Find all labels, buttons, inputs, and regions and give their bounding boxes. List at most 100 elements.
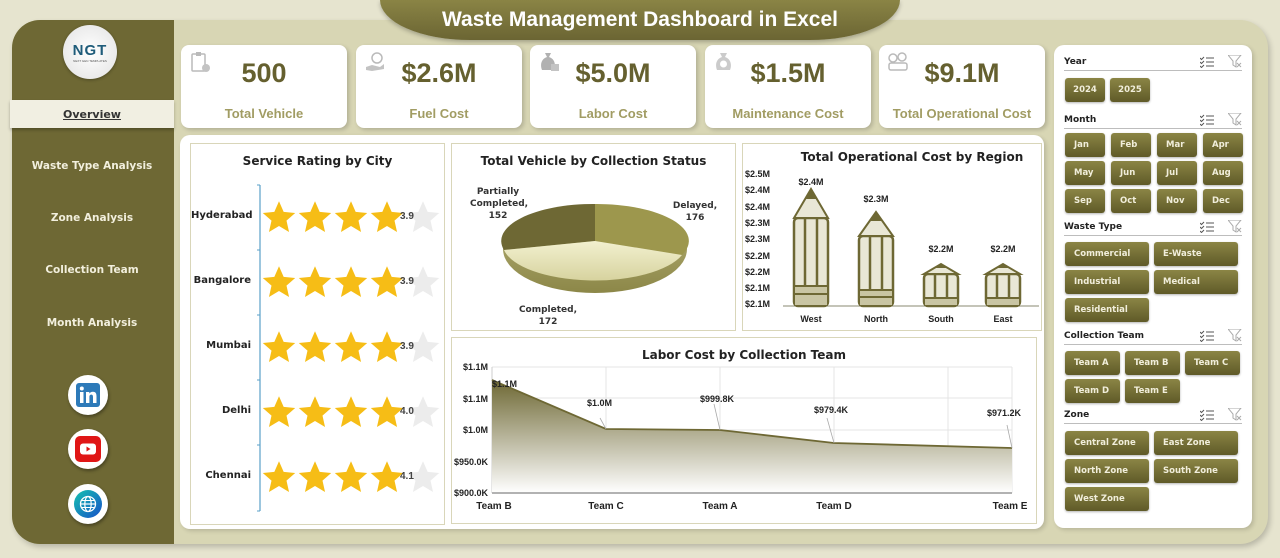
slicer-month-option[interactable]: Jun — [1111, 161, 1151, 185]
slicer-team-option[interactable]: Team B — [1125, 351, 1180, 375]
kpi-label: Total Vehicle — [224, 106, 304, 121]
slicer-year-option[interactable]: 2025 — [1110, 78, 1150, 102]
sidebar-item-collection-team[interactable]: Collection Team — [45, 264, 139, 276]
slicer-month-header: Month — [1064, 111, 1242, 129]
hand-money-icon — [366, 52, 384, 71]
area-value-label: $1.1M — [492, 379, 518, 389]
rating-value: 4.0 — [400, 406, 414, 417]
bar-value-label: $2.2M — [990, 244, 1016, 254]
x-tick-label: Team B — [476, 501, 512, 512]
y-tick-label: $2.4M — [745, 201, 771, 212]
sidebar-item-zone-analysis[interactable]: Zone Analysis — [50, 212, 134, 224]
clear-filter-icon[interactable] — [1228, 220, 1242, 233]
slicer-zone-option[interactable]: South Zone — [1154, 459, 1238, 483]
slicer-month-option[interactable]: Sep — [1065, 189, 1105, 213]
x-tick-label: Team C — [588, 501, 624, 512]
slicer-year-option[interactable]: 2024 — [1065, 78, 1105, 102]
city-label: Delhi — [221, 405, 251, 416]
chart-title: Total Operational Cost by Region — [800, 150, 1024, 164]
sidebar-item-waste-type-analysis[interactable]: Waste Type Analysis — [31, 160, 153, 172]
slicer-title: Year — [1064, 56, 1087, 67]
sidebar-item-month-analysis[interactable]: Month Analysis — [46, 317, 138, 329]
city-label: Mumbai — [206, 340, 251, 351]
money-bag-icon — [541, 53, 559, 71]
logo-text: NGT — [72, 41, 108, 59]
slicer-month-option[interactable]: Jan — [1065, 133, 1105, 157]
slicer-month-option[interactable]: Aug — [1203, 161, 1243, 185]
kpi-label: Fuel Cost — [409, 106, 469, 121]
x-tick-label: North — [864, 314, 888, 324]
sidebar-item-overview[interactable]: Overview — [10, 100, 174, 128]
y-tick-label: $2.2M — [745, 250, 771, 261]
star-icons — [261, 264, 441, 300]
kpi-value: $9.1M — [924, 58, 1000, 88]
slicer-month-option[interactable]: Dec — [1203, 189, 1243, 213]
clear-filter-icon[interactable] — [1228, 408, 1242, 421]
linkedin-button[interactable] — [68, 375, 108, 415]
y-tick-label: $1.0M — [462, 425, 488, 435]
service-rating-chart: Service Rating by City Hyderabad 3.9 Bang… — [190, 143, 445, 525]
multi-select-icon[interactable] — [1200, 330, 1214, 342]
kpi-label: Maintenance Cost — [732, 106, 844, 121]
slicer-zone-option[interactable]: East Zone — [1154, 431, 1238, 455]
multi-select-icon[interactable] — [1200, 409, 1214, 421]
y-tick-label: $900.0K — [453, 488, 488, 498]
star-icons — [261, 199, 441, 235]
area-graphic — [491, 366, 1013, 494]
bar-value-label: $2.2M — [928, 244, 954, 254]
clear-filter-icon[interactable] — [1228, 329, 1242, 342]
youtube-button[interactable] — [68, 429, 108, 469]
x-tick-label: East — [993, 314, 1013, 324]
kpi-label: Labor Cost — [578, 106, 648, 121]
clear-filter-icon[interactable] — [1228, 55, 1242, 68]
slicer-zone-option[interactable]: Central Zone — [1065, 431, 1149, 455]
slicer-month-option[interactable]: Jul — [1157, 161, 1197, 185]
rating-row: Mumbai 3.9 — [191, 329, 446, 367]
slicer-panel: Year 2024 2025 Month Jan Feb Mar Apr May Jun Jul… — [1054, 45, 1252, 528]
chart-title: Labor Cost by Collection Team — [641, 348, 847, 362]
slicer-team-option[interactable]: Team D — [1065, 379, 1120, 403]
slicer-year-header: Year — [1064, 53, 1242, 71]
star-icons — [261, 329, 441, 365]
rating-row: Hyderabad 3.9 — [191, 199, 446, 237]
slicer-waste_type-option[interactable]: Medical — [1154, 270, 1238, 294]
area-value-label: $979.4K — [814, 405, 849, 415]
slicer-zone-option[interactable]: West Zone — [1065, 487, 1149, 511]
slicer-team-option[interactable]: Team E — [1125, 379, 1180, 403]
slicer-waste_type-option[interactable]: Commercial — [1065, 242, 1149, 266]
pie-label-delayed: Delayed, 176 — [672, 201, 718, 223]
slicer-title: Zone — [1064, 409, 1090, 420]
website-button[interactable] — [68, 484, 108, 524]
y-tick-label: $2.1M — [745, 283, 771, 294]
cash-stack-icon — [888, 52, 908, 71]
clear-filter-icon[interactable] — [1228, 113, 1242, 126]
kpi-total-operational-cost: $9.1M Total Operational Cost — [879, 45, 1045, 128]
slicer-team-option[interactable]: Team A — [1065, 351, 1120, 375]
slicer-month-option[interactable]: Feb — [1111, 133, 1151, 157]
area-value-label: $999.8K — [700, 394, 735, 404]
slicer-zone-option[interactable]: North Zone — [1065, 459, 1149, 483]
bar-value-label: $2.3M — [863, 194, 889, 204]
slicer-waste_type-option[interactable]: Industrial — [1065, 270, 1149, 294]
kpi-fuel-cost: $2.6M Fuel Cost — [356, 45, 522, 128]
slicer-team-option[interactable]: Team C — [1185, 351, 1240, 375]
slicer-month-option[interactable]: Oct — [1111, 189, 1151, 213]
pencil-bars — [783, 187, 1039, 308]
slicer-month-option[interactable]: Mar — [1157, 133, 1197, 157]
city-label: Bangalore — [193, 275, 251, 286]
kpi-value: 500 — [241, 58, 287, 88]
multi-select-icon[interactable] — [1200, 114, 1214, 126]
rating-row: Delhi 4.0 — [191, 394, 446, 432]
bar-value-label: $2.4M — [798, 177, 824, 187]
slicer-month-option[interactable]: Apr — [1203, 133, 1243, 157]
multi-select-icon[interactable] — [1200, 56, 1214, 68]
slicer-month-option[interactable]: May — [1065, 161, 1105, 185]
multi-select-icon[interactable] — [1200, 221, 1214, 233]
star-icons — [261, 394, 441, 430]
y-tick-label: $2.2M — [745, 266, 771, 277]
y-tick-label: $1.1M — [462, 393, 488, 404]
slicer-waste_type-option[interactable]: Residential — [1065, 298, 1149, 322]
rating-row: Chennai 4.1 — [191, 459, 446, 497]
slicer-month-option[interactable]: Nov — [1157, 189, 1197, 213]
slicer-waste_type-option[interactable]: E-Waste — [1154, 242, 1238, 266]
